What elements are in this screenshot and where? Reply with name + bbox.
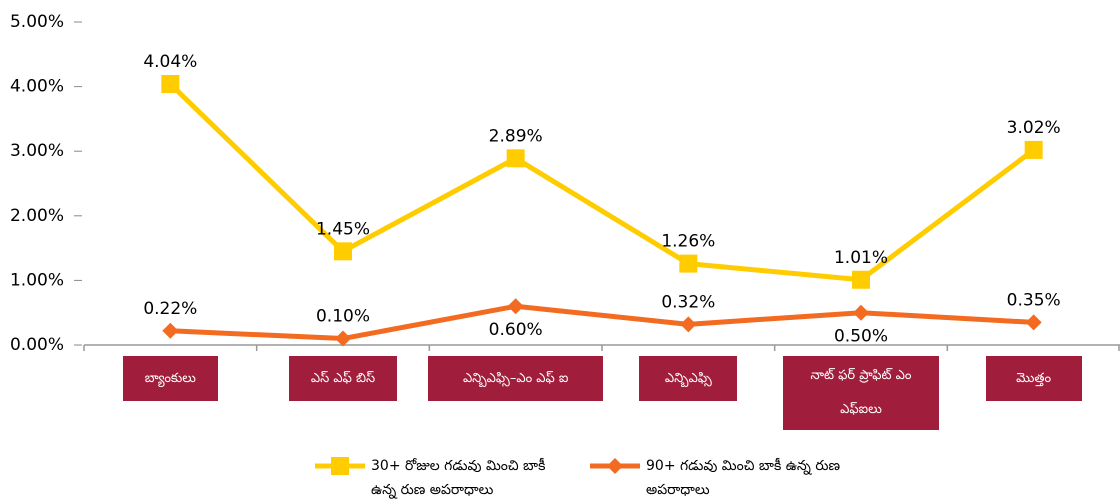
category-label: ఎన్బిఎఫ్సి bbox=[639, 356, 738, 401]
data-label: 0.10% bbox=[316, 307, 370, 327]
category-label: నాట్ ఫర్ ప్రాఫిట్ ఎం ఎఫ్ఐలు bbox=[783, 356, 939, 430]
data-point bbox=[680, 316, 697, 333]
data-point bbox=[507, 298, 524, 315]
y-tick-label: 2.00% bbox=[10, 206, 64, 226]
data-point bbox=[1024, 140, 1043, 159]
data-point bbox=[335, 330, 351, 347]
legend-marker bbox=[331, 457, 349, 475]
y-tick-label: 0.00% bbox=[10, 335, 64, 355]
y-tick-label: 5.00% bbox=[10, 12, 64, 32]
category-label: ఎస్ ఎఫ్ బిస్ bbox=[289, 356, 397, 401]
data-point bbox=[679, 254, 698, 273]
data-point bbox=[852, 270, 870, 289]
data-label: 4.04% bbox=[143, 52, 197, 72]
data-label: 1.26% bbox=[661, 232, 715, 252]
y-tick-label: 3.00% bbox=[10, 141, 64, 161]
data-label: 0.35% bbox=[1007, 290, 1061, 310]
data-point bbox=[334, 242, 352, 261]
category-label: బ్యాంకులు bbox=[122, 356, 218, 401]
data-point bbox=[853, 304, 869, 321]
data-point bbox=[161, 75, 180, 94]
data-label: 2.89% bbox=[489, 126, 543, 146]
category-label: ఎన్బిఎఫ్సి–ఎం ఎఫ్ ఐ bbox=[428, 356, 604, 401]
series-line bbox=[168, 82, 1036, 283]
series-line bbox=[170, 303, 1034, 342]
y-tick-label: 1.00% bbox=[10, 270, 64, 290]
data-label: 0.32% bbox=[661, 292, 715, 312]
data-point bbox=[1025, 314, 1042, 331]
data-label: 0.22% bbox=[143, 299, 197, 319]
data-label: 1.45% bbox=[316, 219, 370, 239]
data-label: 1.01% bbox=[834, 248, 888, 268]
legend-label: 90+ గడువు మించి బాకీ ఉన్న రుణ అపరాధాలు bbox=[646, 458, 841, 498]
data-point bbox=[162, 322, 179, 339]
legend-label: 30+ రోజుల గడువు మించి బాకీ ఉన్న రుణ అపరా… bbox=[371, 458, 546, 498]
data-label: 0.50% bbox=[834, 327, 888, 347]
category-label: మొత్తం bbox=[985, 356, 1082, 401]
legend-marker bbox=[607, 458, 623, 474]
data-label: 0.60% bbox=[489, 320, 543, 340]
data-label: 3.02% bbox=[1007, 118, 1061, 138]
y-tick-label: 4.00% bbox=[10, 77, 64, 97]
data-point bbox=[506, 149, 525, 168]
